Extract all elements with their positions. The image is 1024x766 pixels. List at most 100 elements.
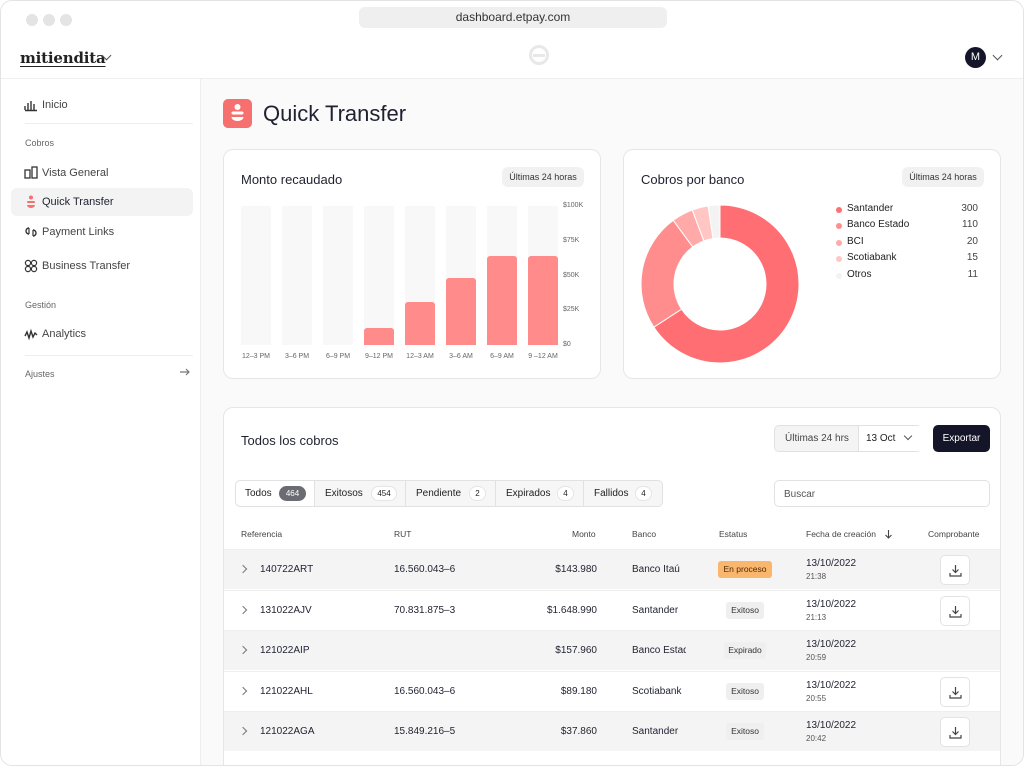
y-tick-label: $75K — [563, 236, 580, 244]
bar-track — [323, 206, 353, 345]
sidebar-item-inicio[interactable]: Inicio — [11, 91, 193, 119]
status-badge: Exitoso — [726, 723, 764, 740]
cell-rut: 16.560.043–6 — [394, 685, 456, 697]
cell-monto: $37.860 — [560, 726, 597, 737]
grid-flower-icon — [24, 259, 38, 273]
legend-item: Scotiabank 15 — [836, 252, 978, 266]
date-select[interactable]: 13 Oct — [858, 426, 922, 451]
sidebar-item-vista-general[interactable]: Vista General — [11, 159, 193, 187]
main-content: Quick Transfer Monto recaudado Últimas 2… — [201, 79, 1023, 765]
bar[interactable] — [405, 301, 435, 345]
bar[interactable] — [446, 278, 476, 345]
sidebar-section-gestion: Gestión — [25, 300, 57, 310]
cell-referencia: 121022AHL — [260, 685, 313, 697]
sidebar-item-label: Inicio — [42, 99, 68, 111]
brand-logo[interactable]: mitiendita — [20, 49, 106, 67]
quick-transfer-page-icon — [223, 99, 252, 128]
tab-count-badge: 2 — [469, 486, 486, 501]
cell-referencia: 140722ART — [260, 564, 314, 575]
range-filter-label[interactable]: Últimas 24 hrs — [785, 433, 849, 444]
sort-arrow-down-icon[interactable] — [884, 529, 893, 539]
download-icon — [949, 565, 962, 577]
range-pill[interactable]: Últimas 24 horas — [502, 167, 584, 187]
cell-rut: 16.560.043–6 — [394, 564, 456, 575]
column-header-rut: RUT — [394, 529, 412, 539]
sidebar-item-quick-transfer[interactable]: Quick Transfer — [11, 188, 193, 216]
card-title: Cobros por banco — [641, 172, 745, 187]
tab-todos[interactable]: Todos 464 — [236, 481, 315, 506]
window-minimize-dot[interactable] — [43, 14, 55, 26]
status-badge: Expirado — [724, 642, 766, 659]
donut-slice-santander[interactable] — [653, 204, 800, 364]
cell-monto: $157.960 — [555, 645, 597, 656]
sidebar-section-cobros: Cobros — [25, 138, 55, 148]
range-pill[interactable]: Últimas 24 horas — [902, 167, 984, 187]
column-header-fecha[interactable]: Fecha de creación — [806, 529, 876, 539]
tab-count-badge: 454 — [371, 486, 397, 501]
window-close-dot[interactable] — [26, 14, 38, 26]
user-avatar[interactable]: M — [965, 47, 986, 68]
url-bar[interactable]: dashboard.etpay.com — [359, 7, 667, 28]
arrow-right-icon[interactable] — [179, 367, 191, 377]
user-chevron-down-icon[interactable] — [992, 50, 1003, 61]
tab-fallidos[interactable]: Fallidos 4 — [584, 481, 662, 506]
legend-item: Otros 11 — [836, 269, 978, 283]
y-tick-label: $0 — [563, 341, 571, 348]
legend-value: 15 — [966, 252, 978, 264]
x-tick-label: 12–3 PM — [241, 353, 271, 360]
download-receipt-button[interactable] — [940, 717, 970, 747]
bar-chart-icon — [24, 101, 37, 112]
tab-exitosos[interactable]: Exitosos 454 — [315, 481, 406, 506]
monto-recaudado-card: Monto recaudado Últimas 24 horas 12–3 PM… — [223, 149, 601, 379]
sidebar-item-analytics[interactable]: Analytics — [11, 320, 193, 348]
download-receipt-button[interactable] — [940, 595, 970, 626]
sidebar-item-label: Payment Links — [42, 226, 115, 238]
export-button[interactable]: Exportar — [933, 425, 990, 452]
cell-fecha: 13/10/2022 — [806, 598, 857, 610]
donut-slice-otros[interactable] — [707, 204, 721, 240]
x-tick-label: 12–3 AM — [406, 353, 434, 360]
download-receipt-button[interactable] — [940, 555, 970, 585]
sidebar-item-payment-links[interactable]: Payment Links — [11, 218, 193, 246]
legend-swatch — [836, 239, 842, 246]
quick-transfer-icon — [27, 195, 35, 208]
expand-chevron-icon[interactable] — [238, 645, 248, 655]
download-icon — [949, 605, 962, 618]
bar[interactable] — [528, 256, 558, 345]
cell-monto: $143.980 — [555, 564, 597, 575]
sidebar-item-ajustes[interactable]: Ajustes — [25, 369, 55, 379]
legend-value: 110 — [962, 219, 978, 231]
sidebar-item-business-transfer[interactable]: Business Transfer — [11, 252, 193, 280]
table-row[interactable]: 131022AJV 70.831.875–3 $1.648.990 Santander… — [224, 589, 1000, 630]
expand-chevron-icon[interactable] — [238, 726, 248, 736]
expand-chevron-icon[interactable] — [238, 605, 248, 614]
table-row[interactable]: 140722ART 16.560.043–6 $143.980 Banco Itaú E… — [224, 549, 1000, 589]
expand-chevron-icon[interactable] — [238, 686, 248, 695]
bar-track — [364, 206, 394, 345]
legend-swatch — [836, 272, 842, 279]
column-header-banco: Banco — [632, 529, 657, 539]
table-row[interactable]: 121022AIP $157.960 Banco Estado Expirado 13/… — [224, 630, 1000, 670]
search-input[interactable]: Buscar — [774, 480, 990, 507]
legend-item: BCI 20 — [836, 236, 978, 250]
download-receipt-button[interactable] — [940, 676, 970, 707]
divider — [25, 355, 193, 356]
legend-label: Scotiabank — [847, 252, 897, 264]
tab-expirados[interactable]: Expirados 4 — [496, 481, 584, 506]
bar-track — [241, 206, 271, 345]
tab-pendiente[interactable]: Pendiente 2 — [406, 481, 496, 506]
window-maximize-dot[interactable] — [60, 14, 72, 26]
x-tick-label: 3–6 AM — [449, 353, 473, 360]
status-tabs: Todos 464 Exitosos 454 Pendiente 2 Expir… — [235, 480, 663, 507]
bar[interactable] — [364, 328, 394, 345]
expand-chevron-icon[interactable] — [238, 564, 248, 574]
tab-label: Todos — [245, 488, 272, 499]
table-row[interactable]: 121022AHL 16.560.043–6 $89.180 Scotiabank Ex… — [224, 670, 1000, 711]
table-row[interactable]: 121022AGA 15.849.216–5 $37.860 Santander Exi… — [224, 711, 1000, 751]
tab-count-badge: 4 — [635, 486, 652, 501]
bar[interactable] — [487, 256, 517, 345]
cell-monto: $89.180 — [560, 685, 597, 697]
legend-value: 11 — [967, 268, 978, 280]
x-tick-label: 9 –12 AM — [528, 353, 558, 360]
